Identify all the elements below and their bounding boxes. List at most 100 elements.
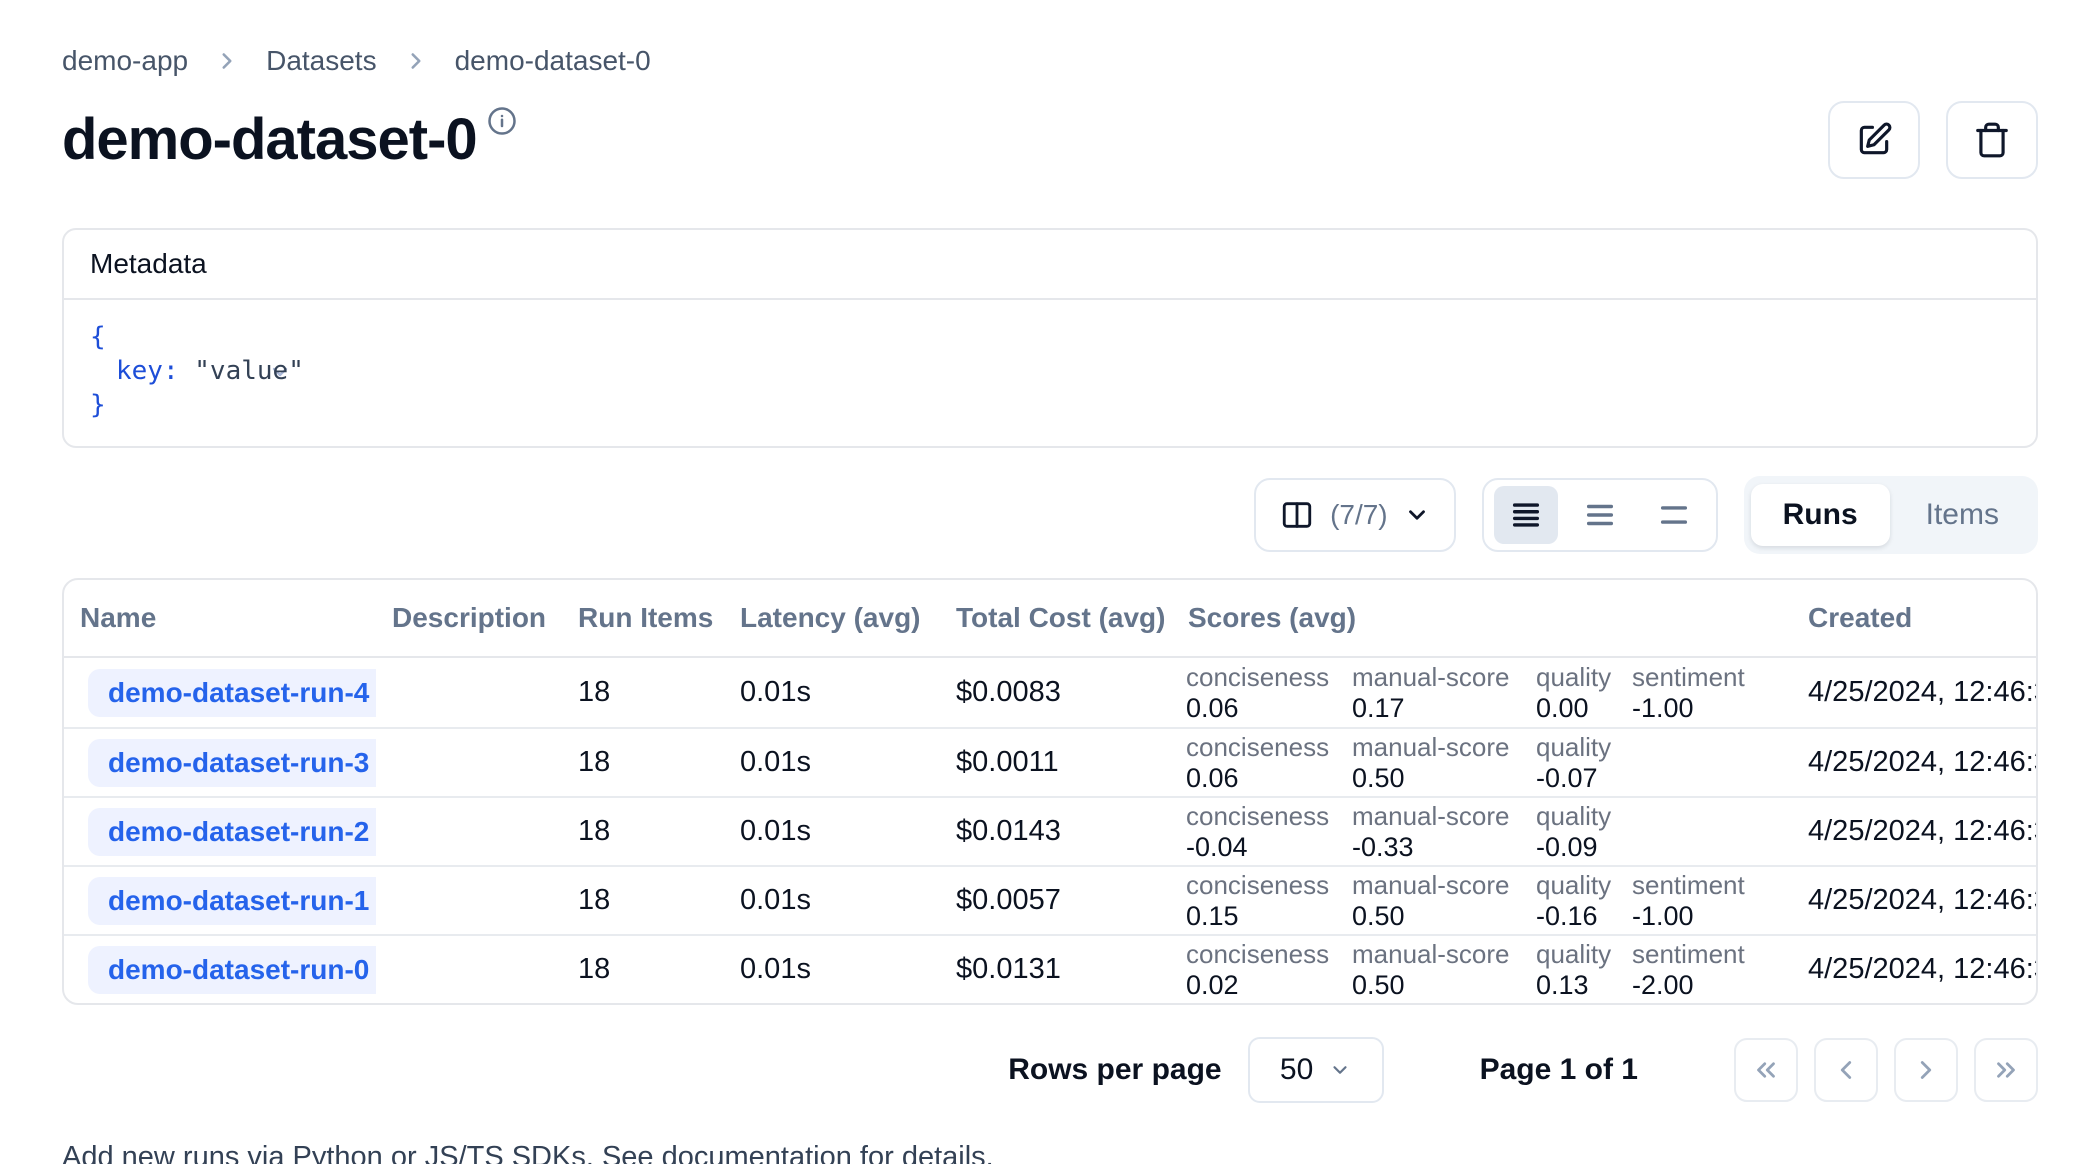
tab-runs[interactable]: Runs xyxy=(1750,484,1890,546)
row-height-medium-icon xyxy=(1586,504,1613,526)
score-value: 0.15 xyxy=(1186,900,1239,931)
row-height-toggle-group xyxy=(1481,478,1718,552)
column-header-scores: Scores (avg) xyxy=(1188,602,1357,633)
chevron-right-icon xyxy=(403,48,429,74)
total-cost-cell: $0.0011 xyxy=(956,746,1059,778)
scores-cell: conciseness 0.06 manual-score 0.50 quality… xyxy=(1172,732,1792,794)
runs-table: Name Description Run Items Latency (avg)… xyxy=(62,578,2038,1005)
table-header-row: Name Description Run Items Latency (avg)… xyxy=(64,580,2036,658)
pagination-nav xyxy=(1734,1038,2038,1102)
documentation-link[interactable]: documentation xyxy=(661,1141,852,1164)
tab-items[interactable]: Items xyxy=(1925,498,1999,531)
score-value: 0.50 xyxy=(1352,969,1405,1000)
latency-cell: 0.01s xyxy=(740,953,811,985)
breadcrumb-datasets[interactable]: Datasets xyxy=(266,45,377,76)
latency-cell: 0.01s xyxy=(740,676,811,708)
run-items-cell: 18 xyxy=(578,953,611,985)
table-toolbar: (7/7) Runs Items xyxy=(62,476,2038,554)
table-row[interactable]: demo-dataset-run-0 18 0.01s $0.0131 conc… xyxy=(64,934,2036,1003)
trash-icon xyxy=(1973,121,2011,159)
score-value: 0.50 xyxy=(1352,762,1405,793)
total-cost-cell: $0.0083 xyxy=(956,676,1061,708)
edit-icon xyxy=(1855,121,1893,159)
metadata-card-title: Metadata xyxy=(64,230,2036,300)
score-label: quality xyxy=(1536,938,1612,969)
runs-items-tabs: Runs Items xyxy=(1743,476,2038,554)
score-value: 0.17 xyxy=(1352,692,1405,723)
created-cell: 4/25/2024, 12:46:38 PM xyxy=(1808,746,2036,778)
score-label: manual-score xyxy=(1352,800,1510,831)
sdk-hint: Add new runs via Python or JS/TS SDKs. S… xyxy=(62,1141,2038,1164)
run-items-cell: 18 xyxy=(578,676,611,708)
edit-dataset-button[interactable] xyxy=(1828,101,1920,179)
sdk-hint-text-after: for details. xyxy=(851,1141,994,1164)
score-label: manual-score xyxy=(1352,661,1510,692)
column-count-label: (7/7) xyxy=(1330,499,1388,530)
run-items-cell: 18 xyxy=(578,884,611,916)
score-value: -0.16 xyxy=(1536,900,1598,931)
score-value: 0.06 xyxy=(1186,692,1239,723)
columns-icon xyxy=(1282,502,1312,528)
table-row[interactable]: demo-dataset-run-3 18 0.01s $0.0011 conc… xyxy=(64,727,2036,796)
score-value: -0.07 xyxy=(1536,762,1598,793)
breadcrumb: demo-app Datasets demo-dataset-0 xyxy=(62,42,2038,80)
run-link[interactable]: demo-dataset-run-2 xyxy=(88,807,376,856)
column-header-description: Description xyxy=(392,602,547,633)
score-label: conciseness xyxy=(1186,800,1330,831)
row-height-small-button[interactable] xyxy=(1493,486,1558,544)
score-label: quality xyxy=(1536,731,1612,762)
first-page-button[interactable] xyxy=(1734,1038,1798,1102)
score-value: -0.09 xyxy=(1536,831,1598,862)
run-link[interactable]: demo-dataset-run-3 xyxy=(88,738,376,787)
info-icon[interactable] xyxy=(487,106,517,136)
table-row[interactable]: demo-dataset-run-1 18 0.01s $0.0057 conc… xyxy=(64,865,2036,934)
previous-page-button[interactable] xyxy=(1814,1038,1878,1102)
row-height-medium-button[interactable] xyxy=(1568,486,1632,544)
score-value: 0.00 xyxy=(1536,692,1589,723)
page-indicator: Page 1 of 1 xyxy=(1479,1053,1638,1086)
total-cost-cell: $0.0143 xyxy=(956,815,1061,847)
pagination-bar: Rows per page 50 Page 1 of 1 xyxy=(62,1037,2038,1103)
next-page-button[interactable] xyxy=(1894,1038,1958,1102)
created-cell: 4/25/2024, 12:46:38 PM xyxy=(1808,953,2036,985)
created-cell: 4/25/2024, 12:46:38 PM xyxy=(1808,676,2036,708)
run-link[interactable]: demo-dataset-run-1 xyxy=(88,876,376,925)
rows-per-page-label: Rows per page xyxy=(1008,1053,1222,1086)
score-value: 0.06 xyxy=(1186,762,1239,793)
breadcrumb-project[interactable]: demo-app xyxy=(62,45,189,76)
delete-dataset-button[interactable] xyxy=(1946,101,2038,179)
total-cost-cell: $0.0131 xyxy=(956,953,1061,985)
score-label: sentiment xyxy=(1632,938,1745,969)
run-link[interactable]: demo-dataset-run-4 xyxy=(88,668,376,717)
chevron-right-icon xyxy=(1920,1061,1932,1079)
score-label: quality xyxy=(1536,661,1612,692)
run-link[interactable]: demo-dataset-run-0 xyxy=(88,945,376,994)
column-visibility-button[interactable]: (7/7) xyxy=(1254,478,1456,552)
table-row[interactable]: demo-dataset-run-2 18 0.01s $0.0143 conc… xyxy=(64,796,2036,865)
row-height-small-icon xyxy=(1512,503,1539,527)
scores-cell: conciseness -0.04 manual-score -0.33 quali… xyxy=(1172,801,1792,863)
json-key: key: xyxy=(116,356,179,386)
breadcrumb-current-dataset[interactable]: demo-dataset-0 xyxy=(454,45,651,76)
score-label: conciseness xyxy=(1186,869,1330,900)
chevron-left-icon xyxy=(1840,1061,1852,1079)
score-value: -1.00 xyxy=(1632,692,1694,723)
json-value: "value" xyxy=(194,356,304,386)
table-row[interactable]: demo-dataset-run-4 18 0.01s $0.0083 conc… xyxy=(64,658,2036,727)
chevron-down-icon xyxy=(1333,1066,1347,1074)
score-value: -1.00 xyxy=(1632,900,1694,931)
score-value: -0.33 xyxy=(1352,831,1414,862)
run-items-cell: 18 xyxy=(578,746,611,778)
column-header-name: Name xyxy=(80,602,157,633)
page-title: demo-dataset-0 xyxy=(62,107,478,172)
rows-per-page-select[interactable]: 50 xyxy=(1247,1037,1384,1103)
scores-cell: conciseness 0.02 manual-score 0.50 quality… xyxy=(1172,939,1792,1001)
row-height-large-button[interactable] xyxy=(1642,486,1706,544)
score-label: quality xyxy=(1536,869,1612,900)
last-page-button[interactable] xyxy=(1974,1038,2038,1102)
score-value: -0.04 xyxy=(1186,831,1248,862)
score-label: sentiment xyxy=(1632,661,1745,692)
collapse-chevron-icon[interactable] xyxy=(112,325,288,377)
score-label: manual-score xyxy=(1352,938,1510,969)
